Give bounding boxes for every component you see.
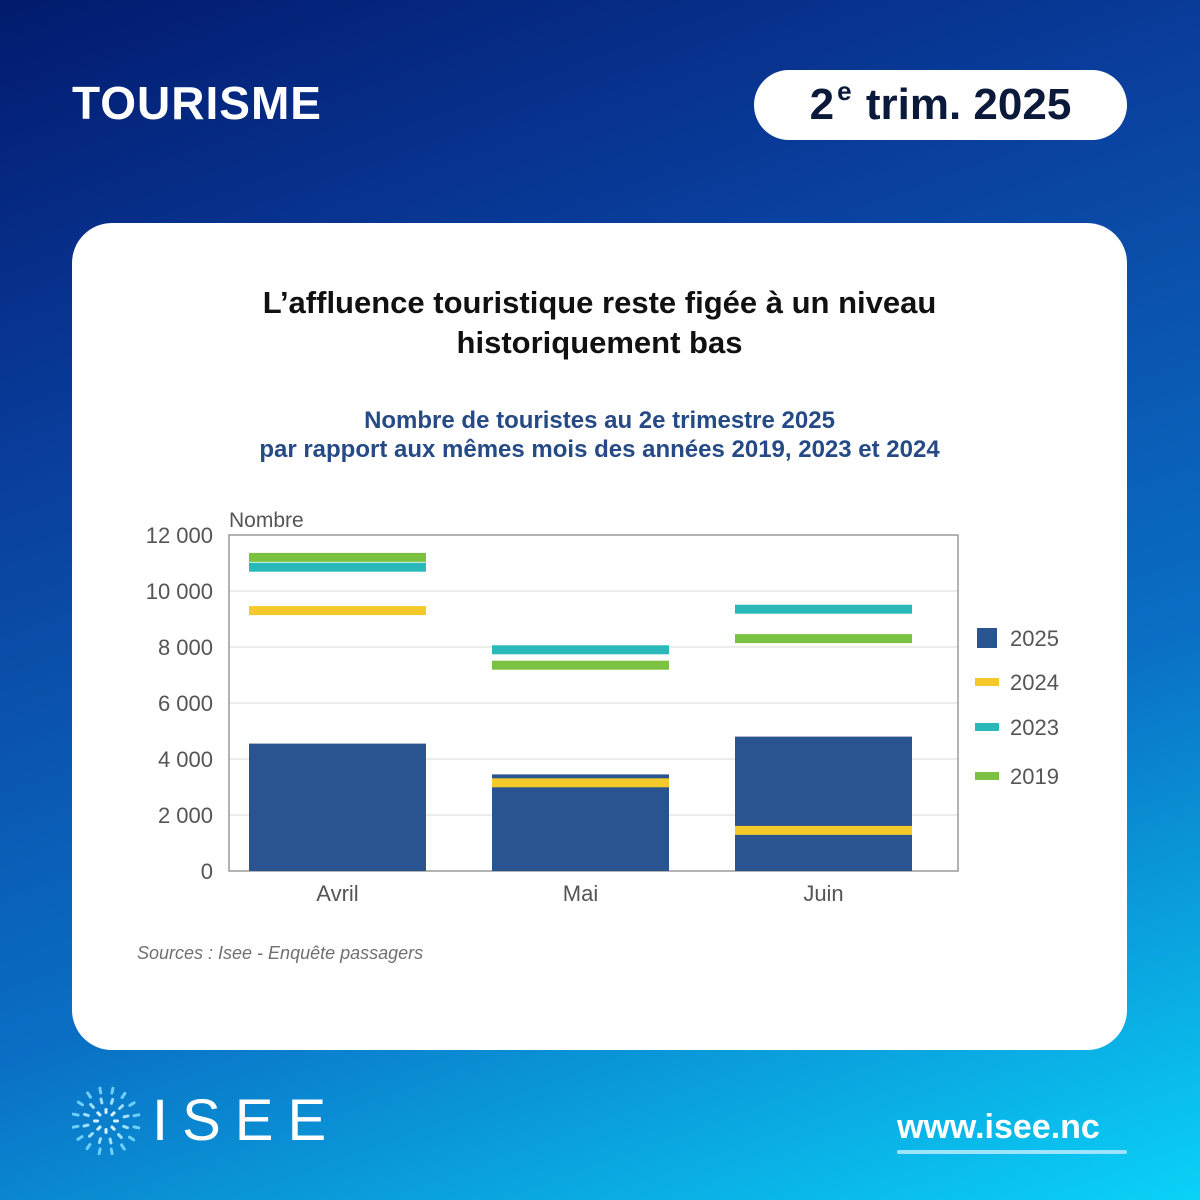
logo-dot	[109, 1147, 114, 1156]
bar-2025-avril	[249, 743, 426, 871]
logo-dot	[97, 1147, 102, 1156]
logo-dot	[89, 1102, 95, 1109]
logo-dot	[120, 1091, 127, 1099]
marker-2019-avril	[249, 552, 426, 562]
logo-dot	[99, 1097, 104, 1105]
y-axis-label: Nombre	[229, 509, 304, 532]
period-number: 2	[809, 80, 835, 129]
y-tick-label: 8 000	[158, 635, 213, 660]
bar-2025-mai	[492, 774, 669, 871]
logo-dot	[71, 1112, 80, 1117]
logo-dot	[96, 1125, 102, 1131]
y-tick-label: 6 000	[158, 691, 213, 716]
logo-dot	[98, 1086, 103, 1095]
source-note: Sources : Isee - Enquête passagers	[137, 943, 424, 963]
y-tick-label: 10 000	[146, 579, 213, 604]
legend-swatch-2023	[975, 723, 999, 731]
logo-dot	[110, 1125, 116, 1131]
logo-dot	[109, 1098, 115, 1105]
x-tick-label: Juin	[803, 881, 843, 906]
headline: L’affluence touristique reste figée à un…	[72, 283, 1127, 363]
logo-dot	[108, 1137, 113, 1145]
marker-2023-juin	[735, 604, 912, 614]
legend-swatch-2025	[977, 628, 997, 648]
logo-dot	[85, 1143, 92, 1151]
y-tick-label: 2 000	[158, 803, 213, 828]
legend-label-2024: 2024	[1010, 670, 1059, 695]
headline-line-2: historiquement bas	[456, 325, 743, 360]
marker-2023-avril	[249, 562, 426, 572]
logo-dot	[104, 1128, 108, 1134]
legend-label-2025: 2025	[1010, 626, 1059, 651]
logo-dot	[97, 1137, 103, 1144]
marker-2024-avril	[249, 606, 426, 616]
bar-chart: 0 2 000 4 000 6 000 8 000 10 000 12 000 Nombre A…	[146, 509, 1059, 906]
logo-dot	[93, 1119, 99, 1123]
logo-dot	[113, 1119, 119, 1123]
logo-dot	[87, 1132, 94, 1138]
chart-title-line-2: par rapport aux mêmes mois des années 20…	[259, 436, 940, 463]
logo-text: ISEE	[152, 1088, 341, 1153]
period-superscript: e	[837, 75, 852, 106]
legend-label-2019: 2019	[1010, 764, 1059, 789]
logo-dot	[76, 1100, 84, 1107]
legend-swatch-2024	[975, 678, 999, 686]
logo-dot	[76, 1135, 84, 1141]
topic-title: TOURISME	[72, 77, 322, 129]
logo-dot	[128, 1101, 136, 1107]
chart-title-line-1: Nombre de touristes au 2e trimestre 2025	[364, 407, 835, 434]
website-link[interactable]: www.isee.nc	[897, 1108, 1100, 1146]
x-tick-label: Mai	[563, 881, 598, 906]
logo-dot	[82, 1123, 90, 1128]
logo-dot	[122, 1124, 129, 1130]
logo-dot	[132, 1125, 141, 1130]
logo-dot	[83, 1112, 90, 1118]
legend-label-2023: 2023	[1010, 715, 1059, 740]
logo-dot	[120, 1143, 126, 1151]
logo-dot	[96, 1111, 102, 1117]
logo-dot	[122, 1114, 130, 1119]
legend-swatch-2019	[975, 772, 999, 780]
y-tick-label: 12 000	[146, 523, 213, 548]
logo-dot	[132, 1113, 141, 1118]
content-card: L’affluence touristique reste figée à un…	[72, 223, 1127, 1050]
dots-burst-icon	[71, 1086, 141, 1156]
website-underline	[897, 1150, 1127, 1154]
logo-dot	[104, 1108, 108, 1114]
marker-2024-mai	[492, 778, 669, 788]
logo-dot	[110, 1111, 116, 1117]
marker-2023-mai	[492, 645, 669, 655]
logo-dot	[118, 1104, 125, 1110]
marker-2024-juin	[735, 825, 912, 835]
x-tick-label: Avril	[316, 881, 358, 906]
isee-logo: ISEE	[71, 1085, 342, 1156]
marker-2019-juin	[735, 634, 912, 644]
period-label: trim. 2025	[865, 80, 1072, 129]
logo-dot	[86, 1091, 92, 1099]
y-tick-label: 0	[201, 859, 213, 884]
y-tick-label: 4 000	[158, 747, 213, 772]
marker-2019-mai	[492, 660, 669, 670]
headline-line-1: L’affluence touristique reste figée à un…	[262, 285, 937, 320]
logo-dot	[128, 1135, 136, 1142]
logo-dot	[110, 1086, 115, 1095]
logo-dot	[117, 1133, 123, 1140]
chart-title: Nombre de touristes au 2e trimestre 2025…	[72, 406, 1127, 464]
bar-2025-juin	[735, 736, 912, 871]
logo-dot	[71, 1124, 80, 1129]
